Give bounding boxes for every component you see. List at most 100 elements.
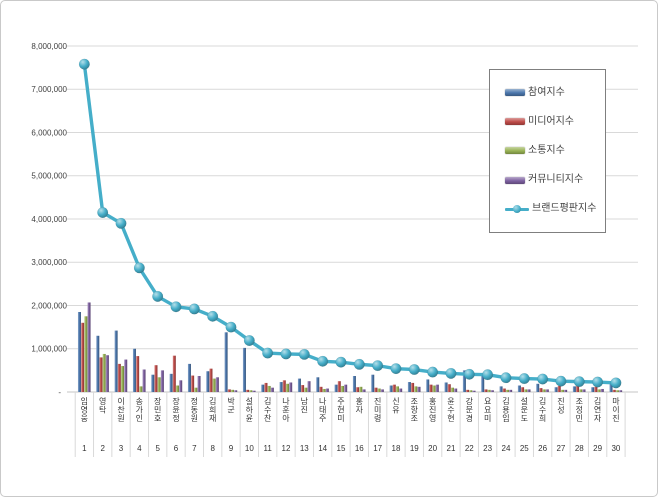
line-marker-point [188,303,200,315]
category-labels: 임 영 웅 영 탁 이 찬 원 송 가 인 장 민 호 장 윤 정 정 동 원 김 희 재 박 군 설 하 윤 김 수 찬 나 훈 아 남 진 나 태 주 주… [81,396,621,423]
svg-text:26: 26 [538,444,547,453]
svg-text:18: 18 [392,444,401,453]
svg-text:7,000,000: 7,000,000 [31,85,67,94]
svg-text:7: 7 [192,444,197,453]
svg-text:정동원: 정동원 [191,396,198,423]
svg-text:14: 14 [318,444,327,453]
line-marker-point [207,310,219,322]
bars-series-3 [87,302,623,392]
svg-text:송가인: 송가인 [136,397,144,423]
svg-text:30: 30 [611,444,620,453]
svg-text:9: 9 [229,444,234,453]
line-marker-point [152,290,164,302]
svg-text:강문경: 강문경 [466,396,474,423]
line-marker-point [463,368,475,380]
svg-text:11: 11 [264,444,273,453]
legend-item-communication: 소통지수 [505,144,601,156]
svg-text:15: 15 [337,444,346,453]
svg-text:홍자: 홍자 [356,396,364,415]
line-marker-point [298,348,310,360]
svg-text:김희재: 김희재 [209,396,216,423]
line-marker-point [408,363,420,376]
line-marker-point [390,363,402,375]
svg-text:10: 10 [245,444,254,453]
line-marker-point [592,376,604,388]
svg-text:3: 3 [119,444,124,453]
line-marker-point [115,217,127,229]
svg-text:장민호: 장민호 [154,396,162,423]
svg-text:8: 8 [210,444,215,453]
svg-text:설운도: 설운도 [521,396,528,423]
svg-text:신유: 신유 [392,397,399,415]
line-marker-point [573,376,585,388]
svg-text:19: 19 [410,444,419,453]
svg-text:25: 25 [520,444,529,453]
svg-text:1: 1 [82,444,87,453]
svg-text:영탁: 영탁 [99,396,107,415]
line-marker-point [537,373,549,385]
svg-text:2: 2 [100,444,105,453]
svg-text:20: 20 [428,444,437,453]
line-marker-point [280,348,292,360]
svg-text:주현미: 주현미 [337,397,344,423]
svg-text:김용임: 김용임 [502,396,509,423]
svg-text:남진: 남진 [301,397,309,415]
svg-text:김수찬: 김수찬 [264,396,272,423]
bars-series-2 [84,316,619,392]
line-marker-point [317,355,329,367]
legend-label-brand-reputation: 브랜드평판지수 [532,203,597,215]
svg-text:설하윤: 설하윤 [246,396,254,423]
x-axis [67,391,638,457]
line-marker-point [555,375,567,387]
bars-series-1 [81,322,616,392]
svg-text:4,000,000: 4,000,000 [31,215,67,224]
svg-text:홍진영: 홍진영 [429,396,436,423]
svg-text:5: 5 [155,444,160,453]
line-marker-point [482,369,494,381]
line-marker-point [225,321,237,333]
svg-text:5,000,000: 5,000,000 [31,172,67,181]
svg-text:23: 23 [483,444,492,453]
svg-text:조항조: 조항조 [411,397,419,423]
line-marker-point [445,367,457,379]
bars-series-0 [77,311,613,392]
svg-text:2,000,000: 2,000,000 [31,301,67,310]
legend-item-media: 미디어지수 [505,115,601,127]
legend-swatch-communication [505,147,525,155]
svg-text:박군: 박군 [227,396,235,415]
svg-text:진미령: 진미령 [374,396,381,423]
rank-labels: 1 2 3 4 5 6 7 8 9 10 11 12 13 14 15 16 17 18 19 20 21 22 23 24 2… [82,444,621,453]
line-marker-point [372,360,384,372]
legend-label-communication: 소통지수 [528,144,565,156]
svg-text:13: 13 [300,444,309,453]
legend-item-brand-reputation: 브랜드평판지수 [505,204,601,214]
legend-label-participation: 참여지수 [528,86,565,98]
svg-text:17: 17 [373,444,382,453]
svg-text:김수희: 김수희 [539,396,546,423]
gridlines [67,45,638,350]
svg-text:27: 27 [556,444,565,453]
legend: 참여지수 미디어지수 소통지수 커뮤니티지수 브랜드평판지수 [489,69,606,233]
legend-swatch-media [505,118,525,126]
svg-text:나훈아: 나훈아 [282,397,290,423]
line-marker-point [97,206,109,219]
svg-text:김연자: 김연자 [594,396,602,423]
svg-text:4: 4 [137,444,142,453]
svg-text:3,000,000: 3,000,000 [31,258,67,267]
line-marker-point [170,301,182,313]
line-marker-point [610,377,622,389]
legend-swatch-participation [505,89,525,97]
legend-label-media: 미디어지수 [528,115,574,127]
svg-text:24: 24 [502,444,511,453]
legend-label-community: 커뮤니티지수 [528,174,584,186]
svg-text:28: 28 [575,444,584,453]
svg-text:-: - [58,388,61,397]
line-marker-point [78,58,90,70]
line-marker-point [262,347,274,359]
svg-text:22: 22 [465,444,474,453]
legend-line-marker-icon [505,204,529,214]
legend-item-participation: 참여지수 [505,86,601,98]
svg-text:1,000,000: 1,000,000 [31,345,67,354]
